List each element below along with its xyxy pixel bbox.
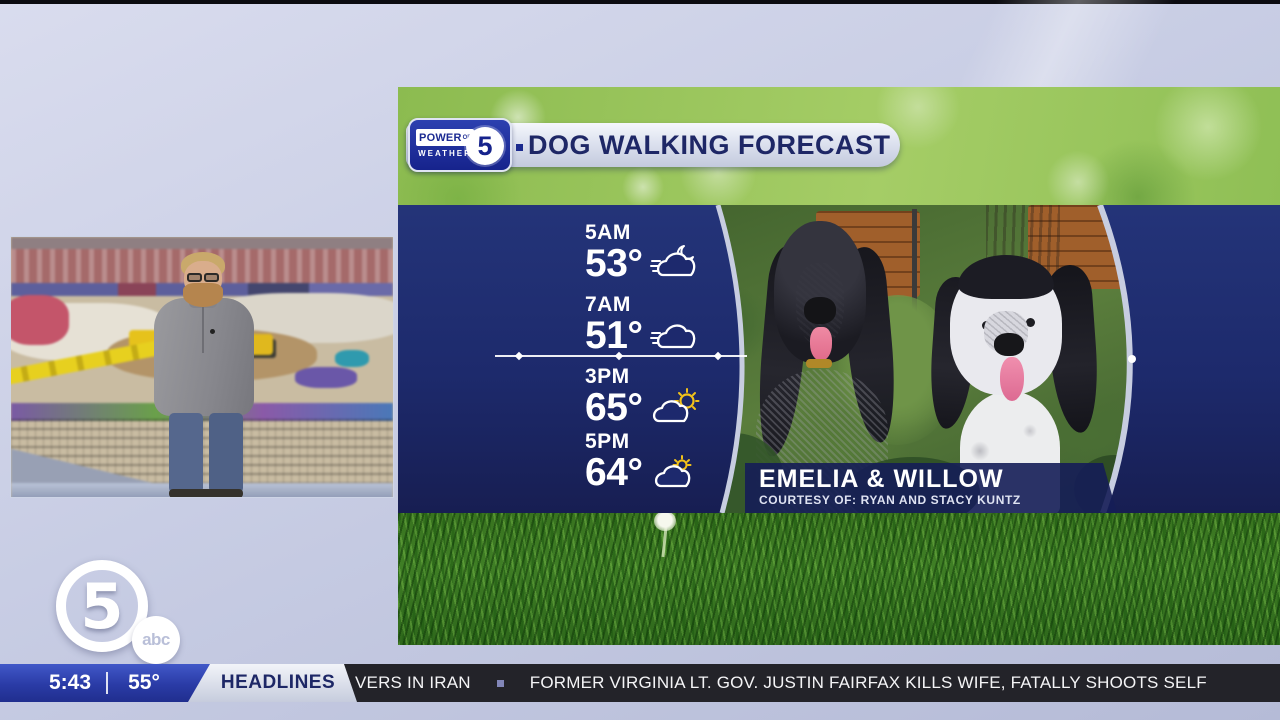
news-ticker: 5:43 55° HEADLINES VERS IN IRAN FORMER V… [0,664,1280,702]
channel-5-badge: 5 [466,127,504,165]
garden-pole [912,209,917,361]
dog-names: EMELIA & WILLOW [759,465,1004,493]
ticker-time-temp-segment: 5:43 55° [0,664,210,702]
ticker-divider-line [106,672,108,694]
brand-power-text: POWER [419,131,462,144]
forecast-row-3pm: 3PM 65° [585,365,700,429]
sun-behind-cloud-icon [655,455,692,488]
red-banner [11,295,69,345]
headlines-label: HEADLINES [220,672,336,693]
headline-text: FORMER VIRGINIA LT. GOV. JUSTIN FAIRFAX … [529,673,1207,692]
ticker-scroll-area: VERS IN IRAN FORMER VIRGINIA LT. GOV. JU… [344,664,1280,702]
dog-left-tongue [810,327,832,361]
current-temperature: 55° [128,671,160,694]
clock: 5:43 [48,671,92,694]
power-of-5-weather-logo: POWER OF WEATHER 5 [408,118,523,172]
weather-presenter [11,237,393,497]
timeline-divider [495,351,747,361]
dandelion-flower [650,511,680,558]
panel-curves [398,205,1280,513]
station-logo: 5 abc [56,560,188,668]
headline-separator [496,679,504,687]
forecast-row-7am: 7AM 51° [585,293,700,357]
presenter-jeans [169,413,203,493]
dog-right-eye [1026,318,1035,327]
scroll-fade [1244,664,1280,702]
forecast-panel: EMELIA & WILLOW COURTESY OF: RYAN AND ST… [398,205,1280,513]
dog-right-nose [994,333,1024,356]
forecast-row-5pm: 5PM 64° [585,430,700,494]
graphic-title-bar: DOG WALKING FORECAST POWER OF WEATHER 5 [406,118,900,172]
presenter-video-window [10,236,394,498]
forecast-row-5am: 5AM 53° [585,221,700,285]
grass-foreground [398,513,1280,645]
moon-breezy-cloud-icon [650,245,696,277]
presenter-sweater [154,298,254,416]
abc-network-badge: abc [132,616,180,664]
brand-dot [516,144,523,151]
graphic-title: DOG WALKING FORECAST [528,129,891,160]
dog-right-tongue [1000,357,1024,401]
dog-left-collar [806,359,832,368]
channel-ring [56,560,148,652]
weather-graphic-panel: EMELIA & WILLOW COURTESY OF: RYAN AND ST… [398,87,1280,645]
partly-sunny-icon [653,388,700,423]
brand-weather-text: WEATHER [418,149,472,158]
channel-number: 5 [80,569,124,643]
glasses [184,273,222,283]
breezy-cloud-icon [650,324,696,349]
top-letterbox-bar [0,0,1280,4]
dog-left-nose [804,297,836,324]
presenter-jeans [209,413,243,493]
lapel-mic [210,329,215,334]
photo-credit: COURTESY OF: RYAN AND STACY KUNTZ [759,493,1021,507]
photo-caption: EMELIA & WILLOW COURTESY OF: RYAN AND ST… [745,463,1117,513]
headline-fragment: VERS IN IRAN [355,673,471,692]
